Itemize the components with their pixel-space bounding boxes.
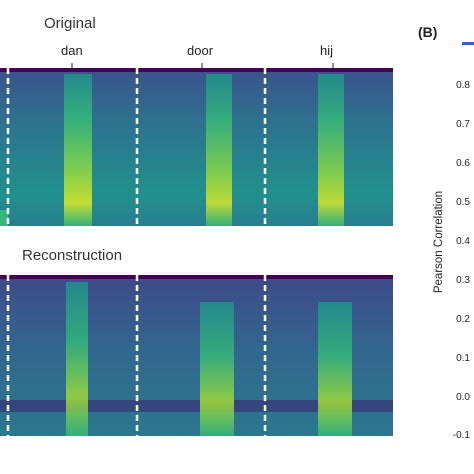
- word-label-dan: dan: [61, 43, 83, 58]
- y-tick: 0.6: [456, 158, 470, 169]
- y-tick: 0.4: [456, 236, 470, 247]
- word-label-door: door: [187, 43, 214, 58]
- reconstruction-title: Reconstruction: [22, 247, 123, 264]
- panel-b-legend-line: [462, 42, 474, 45]
- original-title: Original: [44, 15, 96, 32]
- y-tick: 0.7: [456, 119, 470, 130]
- y-tick: 0.0: [456, 392, 470, 403]
- y-tick: -0.1: [452, 430, 470, 441]
- original-word-boundaries: [6, 68, 267, 226]
- reconstruction-spectrogram: [0, 275, 393, 436]
- y-tick: 0.5: [456, 197, 470, 208]
- y-tick: 0.3: [456, 275, 470, 286]
- y-tick: 0.8: [456, 80, 470, 91]
- reconstruction-heatmap-body: [0, 275, 393, 436]
- y-tick: 0.2: [456, 314, 470, 325]
- original-spectrogram: [0, 63, 393, 226]
- y-tick: 0.1: [456, 353, 470, 364]
- y-axis-label: Pearson Correlation: [433, 190, 445, 294]
- original-heatmap-body: [0, 68, 393, 226]
- reconstruction-word-boundaries: [6, 275, 267, 436]
- word-label-hij: hij: [320, 43, 334, 58]
- panel-b-label: (B): [418, 24, 438, 40]
